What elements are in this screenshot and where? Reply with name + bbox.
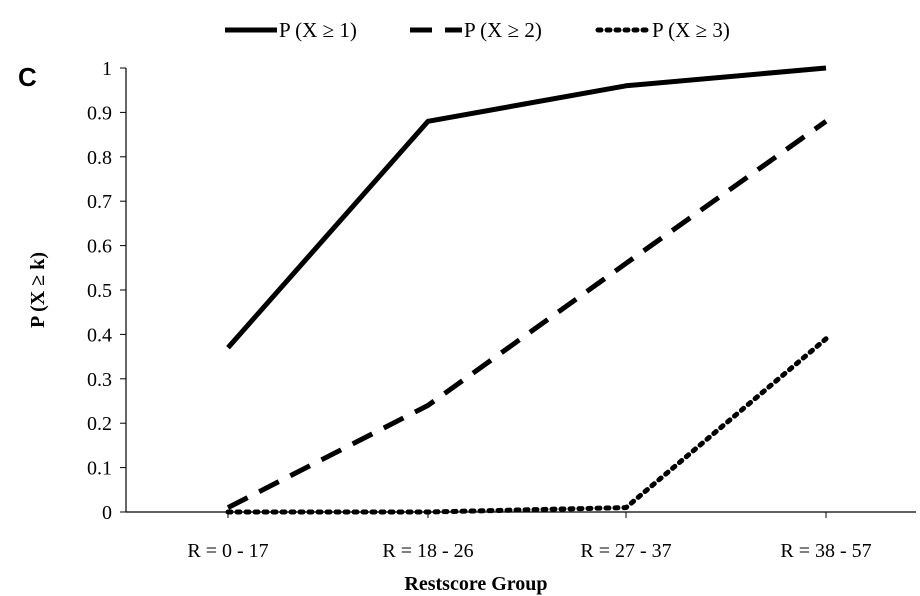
x-tick-label: R = 27 - 37 <box>580 540 671 562</box>
y-axis: 0 0.1 0.2 0.3 0.4 0.5 0.6 0.7 0.8 0.9 1 <box>87 58 127 524</box>
y-tick-label: 0.6 <box>87 236 112 258</box>
y-tick-label: 0.8 <box>87 147 112 169</box>
x-axis-title: Restscore Group <box>404 573 547 595</box>
legend-label-1: P (X ≥ 1) <box>279 18 357 42</box>
y-tick-label: 0.7 <box>87 191 112 213</box>
x-tick-label: R = 0 - 17 <box>187 540 268 562</box>
y-tick-label: 0.5 <box>87 280 112 302</box>
x-tick-label: R = 38 - 57 <box>780 540 871 562</box>
y-axis-title: P (X ≥ k) <box>27 252 49 328</box>
y-tick-label: 1 <box>102 58 112 80</box>
y-tick-label: 0.4 <box>87 324 112 346</box>
series-line-3 <box>225 336 829 515</box>
y-tick-label: 0.9 <box>87 102 112 124</box>
series-line-2 <box>226 119 828 510</box>
series-line-1 <box>226 65 827 350</box>
legend-label-3: P (X ≥ 3) <box>652 18 730 42</box>
panel-label: C <box>18 62 37 92</box>
y-tick-label: 0.2 <box>87 413 112 435</box>
y-tick-label: 0.3 <box>87 369 112 391</box>
x-tick-label: R = 18 - 26 <box>382 540 473 562</box>
y-tick-label: 0.1 <box>87 458 112 480</box>
legend-label-2: P (X ≥ 2) <box>464 18 542 42</box>
chart-legend: P (X ≥ 1) P (X ≥ 2) P (X ≥ 3) <box>225 18 730 42</box>
x-axis: R = 0 - 17 R = 18 - 26 R = 27 - 37 R = 38 -… <box>126 511 916 562</box>
y-tick-label: 0 <box>102 502 112 524</box>
series-lines <box>225 65 829 515</box>
